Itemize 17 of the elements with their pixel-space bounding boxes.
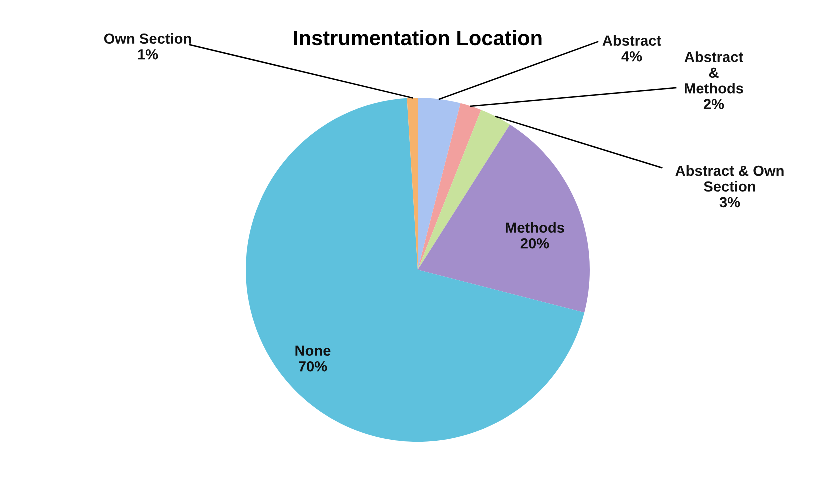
data-label: 70% xyxy=(299,361,328,372)
slice-label: Abstract xyxy=(602,35,662,46)
data-label: 3% xyxy=(720,197,740,208)
pie-slice xyxy=(246,98,585,442)
data-label: 2% xyxy=(704,99,724,110)
data-label: 20% xyxy=(520,238,550,249)
pie-slice xyxy=(418,103,482,270)
slice-label: Abstract & Own Section xyxy=(676,165,784,192)
data-label: 1% xyxy=(138,49,158,60)
chart-title: Instrumentation Location xyxy=(294,30,542,46)
slice-label: None xyxy=(296,346,331,356)
slice-label: Abstract & Methods xyxy=(684,52,744,94)
slice-label: Own Section xyxy=(104,33,192,44)
pie-slice xyxy=(418,124,590,313)
pie-slice xyxy=(418,98,461,270)
data-label: 4% xyxy=(622,51,642,62)
slice-label: Methods xyxy=(506,222,564,234)
